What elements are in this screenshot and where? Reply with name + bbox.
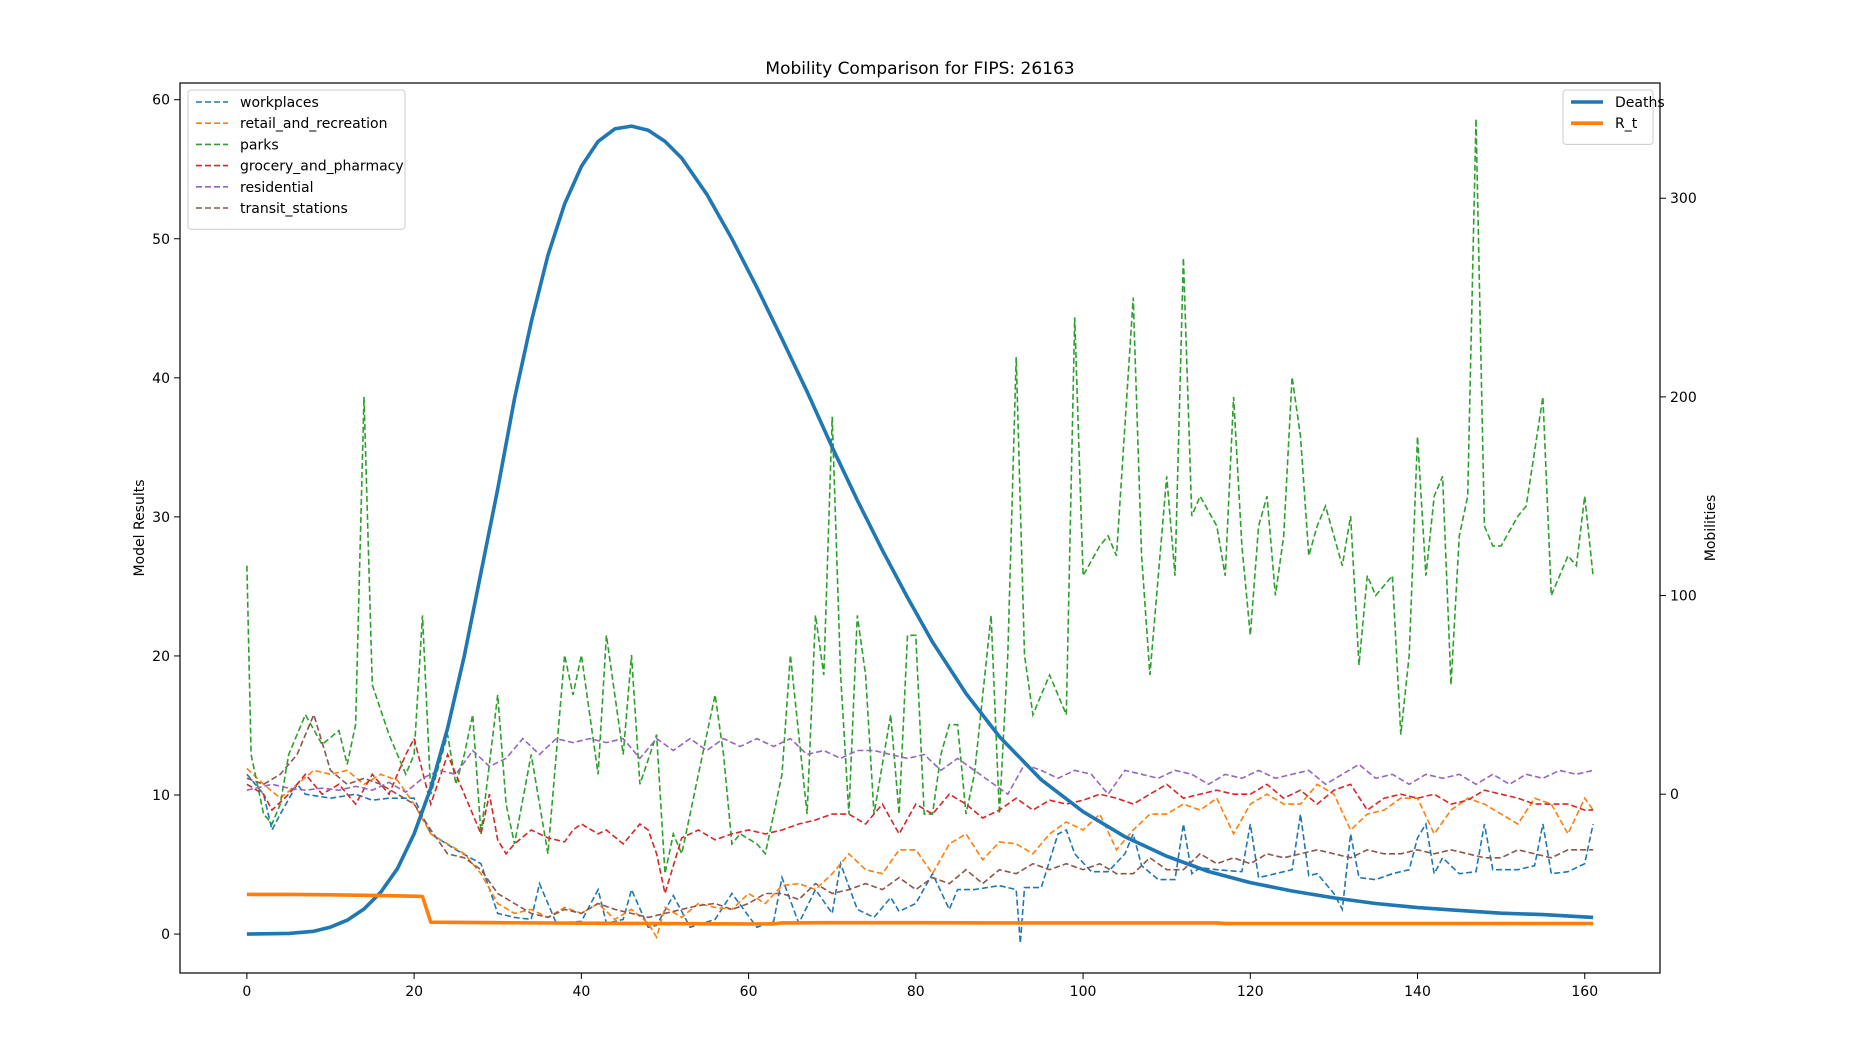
- x-tick-label: 140: [1404, 984, 1431, 1000]
- legend-label-grocery-and-pharmacy: grocery_and_pharmacy: [240, 159, 404, 175]
- legend-label-parks: parks: [240, 137, 279, 153]
- series-line-deaths: [246, 124, 1594, 936]
- series-line-retail-and-recreation: [246, 767, 1594, 940]
- legend-label-workplaces: workplaces: [240, 95, 319, 111]
- y-axis-left: 0 10 20 30 40 50 60: [152, 93, 180, 943]
- legend-label-retail-and-recreation: retail_and_recreation: [240, 116, 387, 132]
- series-line-workplaces: [246, 773, 1594, 944]
- legend-box: [187, 89, 406, 230]
- x-tick-label: 80: [907, 984, 925, 1000]
- legend-label-deaths: Deaths: [1615, 95, 1665, 111]
- x-tick-label: 100: [1070, 984, 1097, 1000]
- y-tick-label: 10: [152, 788, 170, 804]
- x-tick-label: 120: [1237, 984, 1264, 1000]
- y-axis-left-label: Model Results: [132, 479, 148, 576]
- y-tick-label: 0: [161, 927, 170, 943]
- series-line-r-t: [246, 892, 1594, 926]
- legend-label-transit-stations: transit_stations: [240, 201, 348, 217]
- x-axis: 0 20 40 60 80 100 120 140 160: [242, 973, 1598, 1000]
- y-axis-right-label: Mobilities: [1703, 495, 1719, 562]
- legend-label-r-t: R_t: [1615, 116, 1638, 132]
- x-tick-label: 60: [740, 984, 758, 1000]
- y2-tick-label: 200: [1670, 390, 1697, 406]
- y-tick-label: 40: [152, 371, 170, 387]
- x-tick-label: 20: [405, 984, 423, 1000]
- series-line-parks: [246, 118, 1594, 874]
- series-line-transit-stations: [246, 712, 1594, 919]
- y-tick-label: 50: [152, 232, 170, 248]
- legend-model-results: Deaths R_t: [1562, 89, 1665, 145]
- legend-label-residential: residential: [240, 180, 313, 196]
- y-tick-label: 20: [152, 649, 170, 665]
- series-line-residential: [246, 737, 1594, 796]
- series-line-grocery-and-pharmacy: [246, 736, 1594, 894]
- y-axis-right: 0 100 200 300: [1660, 191, 1697, 803]
- y-tick-label: 60: [152, 93, 170, 109]
- x-tick-label: 160: [1571, 984, 1598, 1000]
- x-tick-label: 0: [242, 984, 251, 1000]
- y2-tick-label: 300: [1670, 191, 1697, 207]
- plot-series-layer: [246, 118, 1594, 944]
- y-tick-label: 30: [152, 510, 170, 526]
- y2-tick-label: 100: [1670, 589, 1697, 605]
- plot-frame: [179, 82, 1661, 974]
- chart-title: Mobility Comparison for FIPS: 26163: [765, 59, 1074, 79]
- x-tick-label: 40: [572, 984, 590, 1000]
- y2-tick-label: 0: [1670, 787, 1679, 803]
